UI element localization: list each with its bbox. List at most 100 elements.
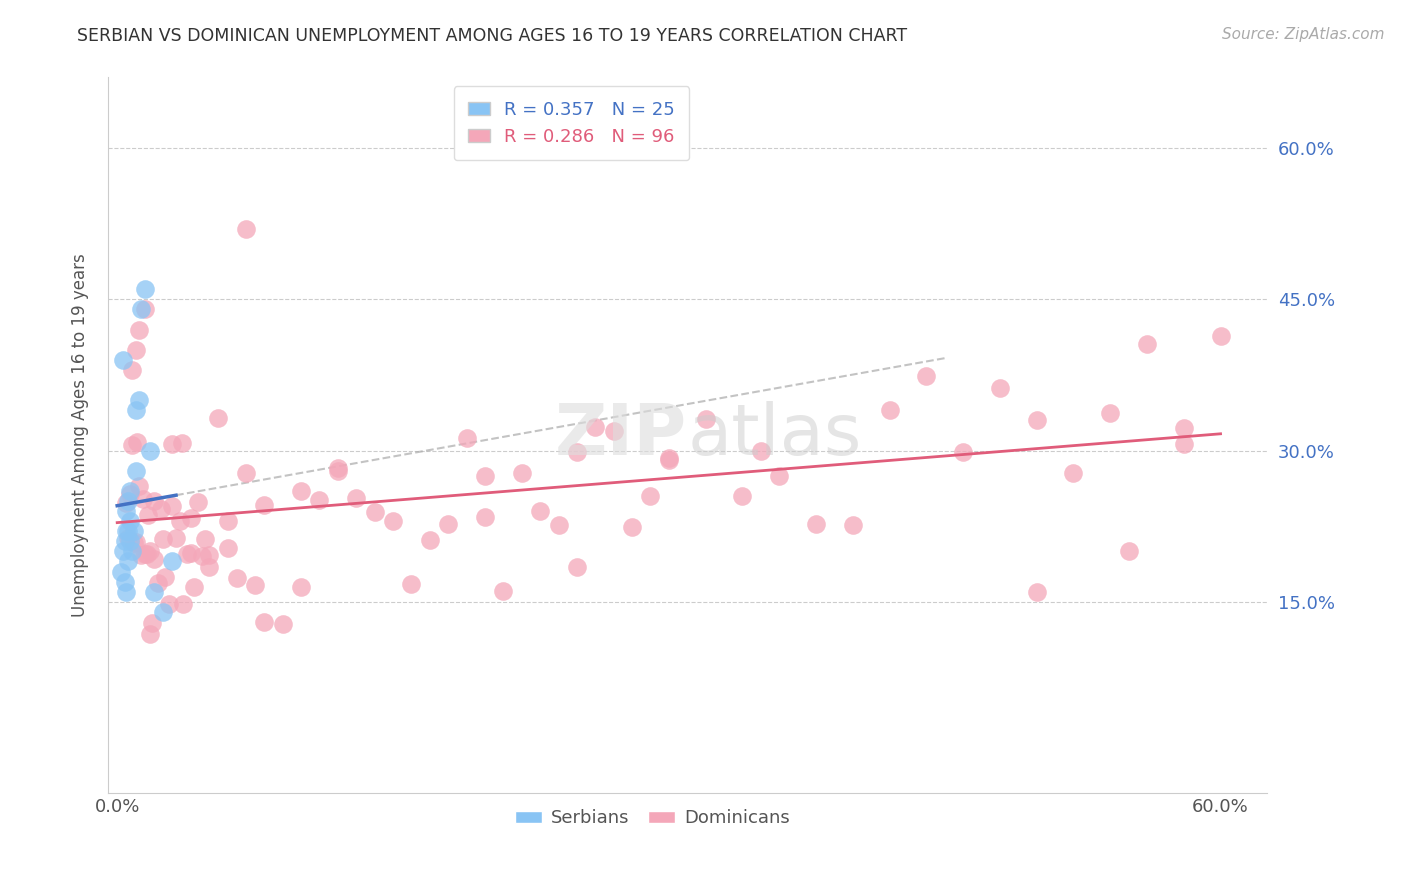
Point: [139, 443, 162, 458]
Point: [640, 489, 662, 503]
Point: [235, 466, 257, 480]
Point: [326, 464, 349, 478]
Point: [115, 524, 138, 538]
Point: [134, 547, 156, 561]
Point: [842, 517, 865, 532]
Point: [988, 381, 1011, 395]
Point: [382, 514, 405, 528]
Point: [308, 493, 330, 508]
Point: [121, 438, 143, 452]
Text: atlas: atlas: [688, 401, 862, 470]
Point: [879, 403, 901, 417]
Point: [915, 369, 938, 384]
Point: [1025, 413, 1047, 427]
Point: [129, 548, 152, 562]
Point: [695, 412, 717, 426]
Point: [114, 574, 136, 589]
Point: [162, 437, 184, 451]
Point: [194, 532, 217, 546]
Point: [111, 544, 134, 558]
Point: [120, 483, 142, 498]
Point: [253, 615, 276, 629]
Point: [143, 494, 166, 508]
Point: [115, 496, 138, 510]
Point: [117, 494, 139, 508]
Point: [235, 221, 257, 235]
Text: ZIP: ZIP: [555, 401, 688, 470]
Point: [180, 510, 202, 524]
Point: [565, 445, 588, 459]
Point: [749, 443, 772, 458]
Point: [804, 516, 827, 531]
Point: [134, 302, 156, 317]
Point: [124, 403, 146, 417]
Point: [401, 577, 423, 591]
Point: [134, 282, 156, 296]
Point: [124, 535, 146, 549]
Y-axis label: Unemployment Among Ages 16 to 19 years: Unemployment Among Ages 16 to 19 years: [72, 253, 89, 617]
Point: [658, 451, 681, 466]
Point: [183, 581, 205, 595]
Point: [952, 444, 974, 458]
Point: [111, 352, 134, 367]
Point: [124, 464, 146, 478]
Point: [658, 453, 681, 467]
Point: [139, 544, 162, 558]
Point: [124, 343, 146, 357]
Point: [217, 514, 239, 528]
Point: [217, 541, 239, 555]
Point: [162, 554, 184, 568]
Point: [152, 605, 174, 619]
Point: [191, 549, 214, 563]
Point: [419, 533, 441, 548]
Legend: Serbians, Dominicans: Serbians, Dominicans: [508, 802, 797, 834]
Point: [128, 322, 150, 336]
Point: [198, 560, 221, 574]
Point: [114, 534, 136, 549]
Point: [120, 534, 142, 549]
Point: [169, 514, 191, 528]
Text: SERBIAN VS DOMINICAN UNEMPLOYMENT AMONG AGES 16 TO 19 YEARS CORRELATION CHART: SERBIAN VS DOMINICAN UNEMPLOYMENT AMONG …: [77, 27, 907, 45]
Point: [225, 571, 247, 585]
Point: [456, 431, 478, 445]
Point: [1173, 421, 1195, 435]
Point: [153, 570, 176, 584]
Point: [565, 560, 588, 574]
Point: [120, 487, 142, 501]
Point: [127, 434, 149, 449]
Point: [492, 583, 515, 598]
Point: [198, 549, 221, 563]
Point: [138, 508, 160, 522]
Point: [621, 520, 644, 534]
Point: [290, 580, 312, 594]
Point: [121, 544, 143, 558]
Point: [1136, 337, 1159, 351]
Text: Source: ZipAtlas.com: Source: ZipAtlas.com: [1222, 27, 1385, 42]
Point: [115, 504, 138, 518]
Point: [180, 546, 202, 560]
Point: [437, 517, 460, 532]
Point: [172, 597, 194, 611]
Point: [326, 461, 349, 475]
Point: [132, 491, 155, 506]
Point: [207, 411, 229, 425]
Point: [152, 532, 174, 546]
Point: [170, 435, 193, 450]
Point: [115, 584, 138, 599]
Point: [529, 504, 551, 518]
Point: [1173, 437, 1195, 451]
Point: [363, 505, 385, 519]
Point: [1062, 466, 1084, 480]
Point: [135, 547, 157, 561]
Point: [583, 419, 606, 434]
Point: [253, 498, 276, 512]
Point: [146, 576, 169, 591]
Point: [474, 509, 496, 524]
Point: [110, 565, 132, 579]
Point: [547, 518, 569, 533]
Point: [1025, 584, 1047, 599]
Point: [150, 502, 173, 516]
Point: [271, 616, 294, 631]
Point: [121, 363, 143, 377]
Point: [128, 479, 150, 493]
